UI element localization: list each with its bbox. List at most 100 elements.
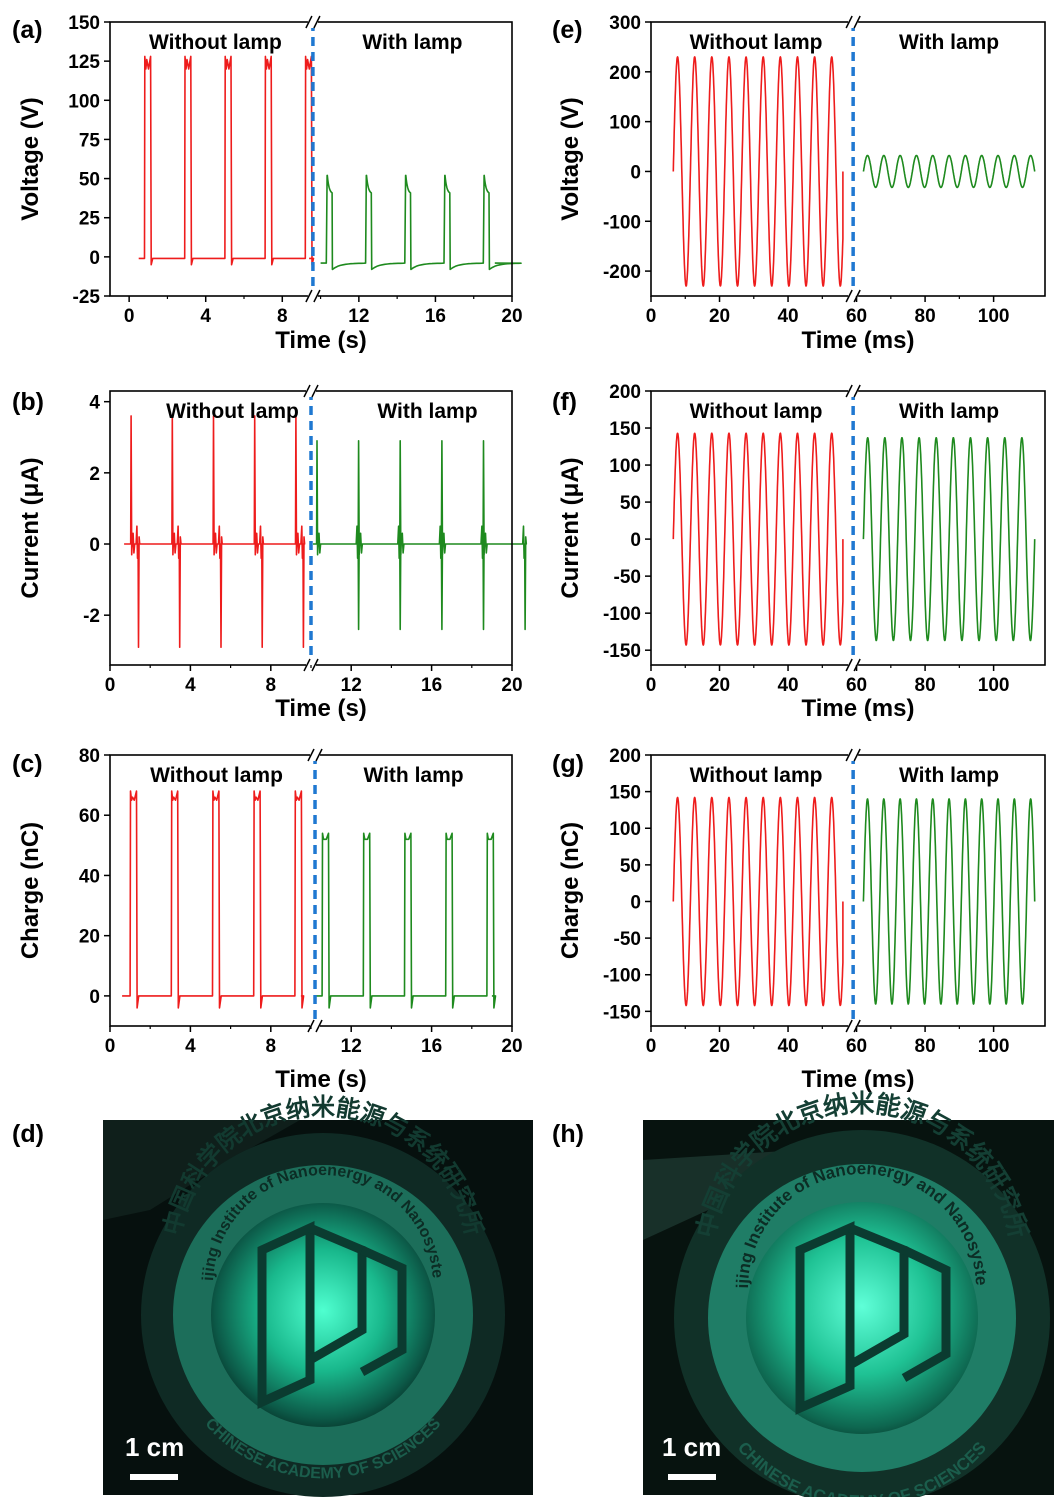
y-tick-label: -150 <box>603 641 641 662</box>
x-tick-label: 0 <box>124 306 135 327</box>
y-tick-label: 25 <box>79 209 101 230</box>
x-tick-label: 20 <box>501 1036 522 1057</box>
x-tick-label: 40 <box>777 1036 798 1057</box>
x-tick-label: 0 <box>646 306 657 327</box>
y-tick-label: 100 <box>609 113 641 134</box>
region-label-with-lamp: With lamp <box>899 31 999 54</box>
series-line-with-lamp <box>862 437 1036 642</box>
axis-break-mark <box>313 289 321 303</box>
y-tick-label: 0 <box>89 535 100 556</box>
x-tick-label: 12 <box>348 306 369 327</box>
x-tick-label: 20 <box>501 675 522 696</box>
y-tick-label: 75 <box>79 130 101 151</box>
chart-panel-g: (g) 0 20 40 60 80 100 -150 -100 -50 0 50 100 150 200 Ti… <box>552 746 1046 1093</box>
axis-break-mark <box>315 1019 323 1033</box>
y-tick-label: -50 <box>614 567 641 588</box>
y-tick-label: 20 <box>79 927 100 948</box>
scale-bar <box>668 1474 716 1480</box>
x-tick-label: 0 <box>105 675 116 696</box>
x-tick-label: 100 <box>978 306 1010 327</box>
axis-break-mark <box>845 289 853 303</box>
region-label-without-lamp: Without lamp <box>690 400 823 423</box>
y-tick-label: 50 <box>620 493 641 514</box>
y-tick-label: 150 <box>68 13 100 34</box>
axis-break-mark <box>305 289 313 303</box>
panel-letter-h: (h) <box>552 1120 584 1148</box>
x-tick-label: 16 <box>421 675 442 696</box>
nano-logo-icon <box>257 1220 407 1410</box>
x-tick-label: 80 <box>915 306 936 327</box>
y-tick-label: 0 <box>630 162 641 183</box>
panel-letter: (e) <box>552 16 583 44</box>
axis-break-mark <box>853 384 861 398</box>
y-tick-label: 200 <box>609 746 641 767</box>
y-tick-label: 0 <box>89 248 100 269</box>
x-tick-label: 80 <box>915 1036 936 1057</box>
region-label-without-lamp: Without lamp <box>166 400 299 423</box>
axis-break-mark <box>307 748 315 762</box>
series-line-without-lamp <box>124 415 306 648</box>
x-tick-label: 0 <box>646 675 657 696</box>
axis-break-mark <box>303 658 311 672</box>
y-tick-label: 0 <box>89 987 100 1008</box>
x-axis-title: Time (s) <box>275 327 367 354</box>
axis-break-mark <box>303 384 311 398</box>
axis-break-mark <box>853 15 861 29</box>
y-axis-title: Charge (nC) <box>17 822 44 959</box>
chart-panel-c: (c) 0 4 8 12 16 20 0 20 40 60 80 Time (s) Charge (nC)… <box>12 746 523 1093</box>
x-tick-label: 20 <box>501 306 522 327</box>
series-line-with-lamp <box>313 440 528 631</box>
x-tick-label: 40 <box>777 306 798 327</box>
axis-break-mark <box>313 15 321 29</box>
y-tick-label: 150 <box>609 419 641 440</box>
x-tick-label: 12 <box>341 1036 362 1057</box>
axis-break-gap <box>307 290 318 302</box>
x-axis-title: Time (ms) <box>802 1066 915 1093</box>
x-tick-label: 20 <box>709 675 730 696</box>
series-line-without-lamp <box>672 796 844 1007</box>
svg-text:Beijing Institute of Nanoenerg: Beijing Institute of Nanoenergy and Nano… <box>0 0 446 1281</box>
region-label-with-lamp: With lamp <box>899 764 999 787</box>
y-tick-label: 200 <box>609 63 641 84</box>
x-axis-title: Time (ms) <box>802 327 915 354</box>
y-tick-label: -100 <box>603 212 641 233</box>
axis-break-gap <box>306 385 316 397</box>
scale-bar <box>130 1474 178 1480</box>
y-tick-label: 300 <box>609 13 641 34</box>
series-line-without-lamp <box>138 55 315 266</box>
axis-break-mark <box>311 384 319 398</box>
series-line-with-lamp <box>862 798 1036 1005</box>
region-label-without-lamp: Without lamp <box>149 31 282 54</box>
axis-break-mark <box>845 15 853 29</box>
series-line-with-lamp <box>862 154 1036 189</box>
x-axis-title: Time (s) <box>275 1066 367 1093</box>
y-tick-label: 80 <box>79 746 100 767</box>
x-axis-title: Time (s) <box>275 695 367 722</box>
ring-text-en: Beijing Institute of Nanoenergy and Nano… <box>0 0 446 1281</box>
x-tick-label: 16 <box>421 1036 442 1057</box>
x-tick-label: 80 <box>915 675 936 696</box>
region-label-without-lamp: Without lamp <box>150 764 283 787</box>
axis-break-mark <box>305 15 313 29</box>
x-tick-label: 20 <box>709 306 730 327</box>
y-tick-label: 4 <box>89 393 100 414</box>
plot-frame <box>650 390 1046 666</box>
panel-letter-d: (d) <box>12 1120 44 1148</box>
x-tick-label: 16 <box>425 306 446 327</box>
x-tick-label: 8 <box>277 306 288 327</box>
axis-break-mark <box>845 748 853 762</box>
y-tick-label: -100 <box>603 966 641 987</box>
x-tick-label: 4 <box>185 675 196 696</box>
x-tick-label: 4 <box>200 306 211 327</box>
y-tick-label: 50 <box>79 170 100 191</box>
region-label-with-lamp: With lamp <box>362 31 462 54</box>
axis-break-gap <box>307 16 318 28</box>
x-tick-label: 60 <box>846 1036 867 1057</box>
y-tick-label: 60 <box>79 806 100 827</box>
axis-break-mark <box>845 384 853 398</box>
x-tick-label: 0 <box>646 1036 657 1057</box>
y-tick-label: -100 <box>603 604 641 625</box>
y-tick-label: 100 <box>609 456 641 477</box>
y-axis-title: Voltage (V) <box>17 97 44 221</box>
